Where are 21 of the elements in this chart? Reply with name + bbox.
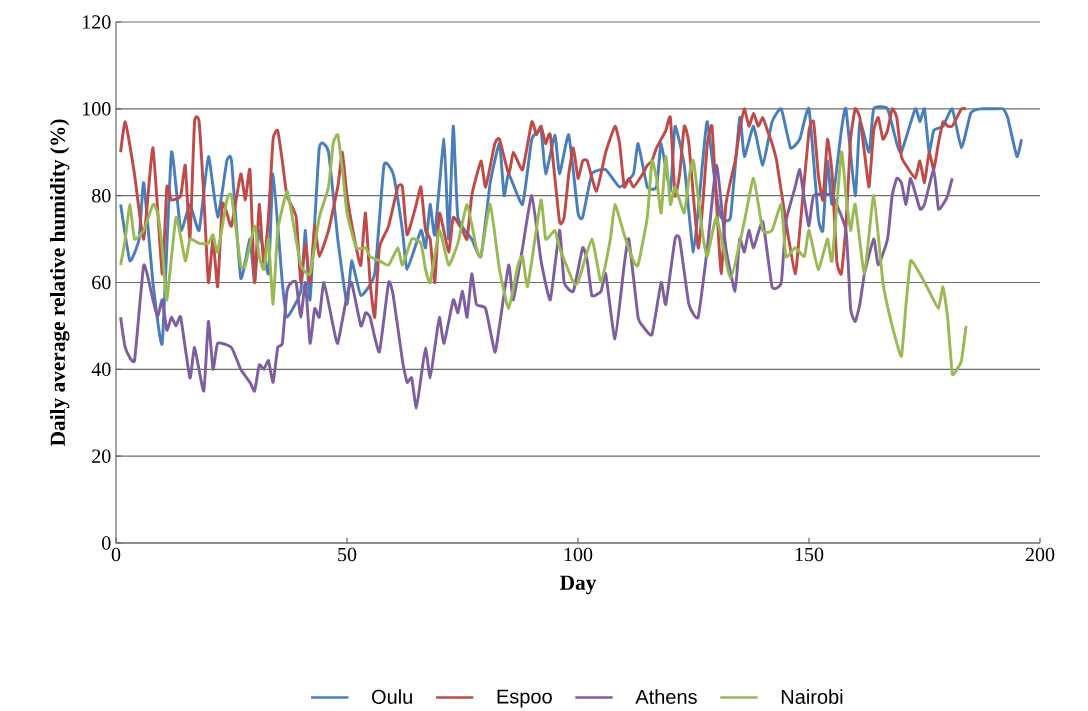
legend-label: Oulu: [371, 689, 412, 704]
y-axis-title: Daily average relative humidity (%): [49, 119, 70, 446]
y-tick-label: 20: [92, 449, 111, 463]
y-tick-label: 80: [92, 188, 111, 203]
x-tick-label: 100: [564, 547, 593, 562]
y-tick-label: 60: [92, 275, 111, 290]
y-tick-label: 40: [91, 362, 111, 377]
y-tick-label: 100: [83, 102, 111, 116]
legend-label: Athens: [635, 689, 697, 704]
y-tick-label: 0: [102, 536, 111, 550]
line-series: [119, 163, 954, 410]
x-tick-label: 0: [111, 547, 121, 562]
legend-label: Nairobi: [781, 689, 843, 704]
line-series: [119, 107, 968, 319]
legend-label: Espoo: [497, 689, 552, 708]
x-tick-label: 200: [1025, 547, 1055, 562]
x-tick-label: 150: [795, 547, 824, 562]
y-tick-label: 120: [83, 15, 111, 29]
x-tick-label: 50: [338, 547, 357, 562]
x-axis-title: Day: [560, 575, 597, 595]
line-series: [119, 133, 968, 376]
